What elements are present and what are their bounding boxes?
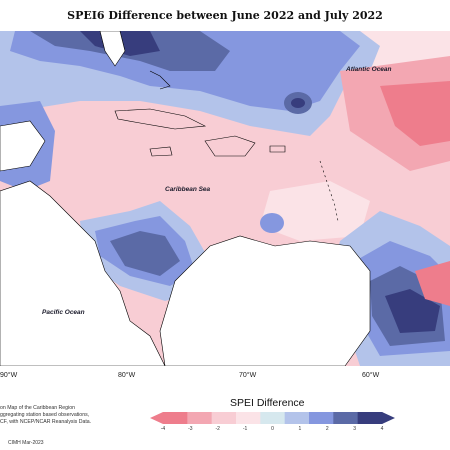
legend-cell — [236, 412, 261, 424]
island-hispaniola — [204, 135, 256, 157]
field-blue-sa-4 — [385, 289, 440, 333]
land-yucatan — [0, 120, 46, 172]
field-blue-sw-3 — [110, 231, 180, 276]
map-panel — [0, 31, 450, 366]
legend-cell — [284, 412, 310, 424]
field-light-east — [260, 181, 370, 241]
land-florida — [99, 31, 126, 67]
legend-colorbar — [150, 412, 395, 424]
island-cuba — [114, 108, 207, 130]
legend-tick-label: 3 — [353, 426, 357, 432]
lon-label-60w: 60°W — [362, 372, 380, 379]
legend-tick-label: -4 — [160, 426, 166, 432]
map-title: SPEI6 Difference between June 2022 and J… — [67, 9, 383, 22]
island-lesser-antilles — [319, 160, 339, 222]
legend-cell — [309, 412, 334, 424]
label-pacific-ocean: Pacific Ocean — [42, 309, 85, 316]
legend-arrow-left — [150, 412, 163, 424]
legend-tick-label: 0 — [271, 426, 274, 432]
legend-cell — [187, 412, 213, 424]
lon-label-80w: 80°W — [118, 372, 136, 379]
legend-cell — [333, 412, 359, 424]
legend-arrow-right — [382, 412, 395, 424]
credit-line-2: ggregating station based observations, — [0, 412, 90, 418]
label-caribbean-sea: Caribbean Sea — [165, 186, 211, 193]
legend-tick-label: 2 — [325, 426, 329, 432]
credit-line-1: on Map of the Caribbean Region — [0, 405, 75, 411]
land-south-america — [159, 235, 371, 366]
legend-tick-label: 4 — [380, 426, 384, 432]
legend-cell — [163, 412, 188, 424]
stamp: CIMH Mar-2023 — [8, 440, 44, 446]
island-puerto-rico — [269, 145, 286, 153]
lon-label-90w: 90°W — [0, 372, 18, 379]
legend-tick-label: -3 — [188, 426, 193, 432]
field-blue-spot-core — [291, 98, 305, 108]
land-central-america — [0, 180, 166, 366]
map-svg — [0, 31, 450, 366]
legend-cell — [260, 412, 286, 424]
field-blue-small — [260, 213, 284, 233]
field-pink-sa — [415, 261, 450, 306]
credit-line-3: CF, with NCEP/NCAR Reanalysis Data. — [0, 419, 92, 425]
label-atlantic-ocean: Atlantic Ocean — [346, 66, 392, 73]
island-jamaica — [149, 146, 173, 157]
legend-cell — [211, 412, 237, 424]
legend-tick-label: -1 — [242, 426, 248, 432]
legend-tick-label: 1 — [298, 426, 302, 432]
legend-tick-label: -2 — [215, 426, 220, 432]
lon-label-70w: 70°W — [239, 372, 257, 379]
legend-title: SPEI Difference — [230, 397, 305, 409]
legend-cell — [357, 412, 383, 424]
field-pink-atlantic-core — [380, 81, 450, 146]
island-bahamas — [149, 70, 171, 90]
